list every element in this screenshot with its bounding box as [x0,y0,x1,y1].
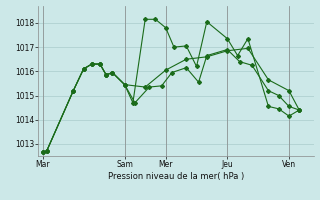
X-axis label: Pression niveau de la mer( hPa ): Pression niveau de la mer( hPa ) [108,172,244,181]
